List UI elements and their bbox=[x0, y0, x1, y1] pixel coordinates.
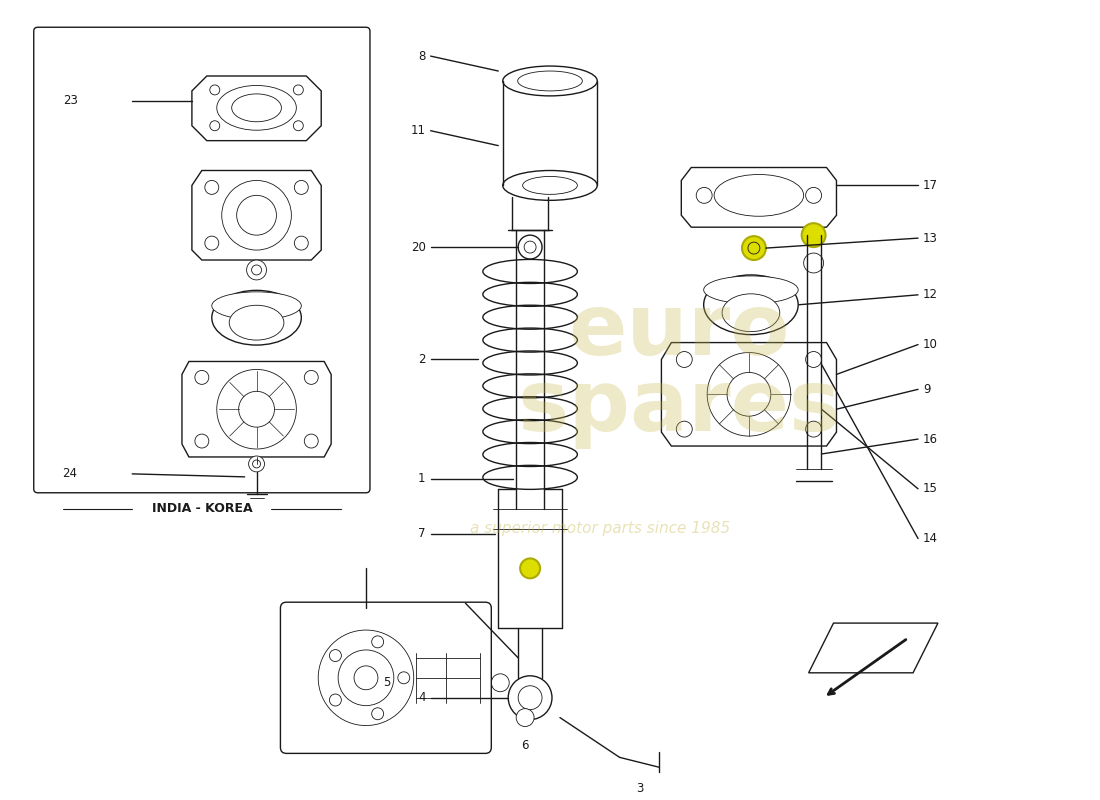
Circle shape bbox=[294, 121, 304, 130]
Circle shape bbox=[239, 391, 275, 427]
Circle shape bbox=[805, 421, 822, 437]
Circle shape bbox=[253, 460, 261, 468]
Ellipse shape bbox=[704, 275, 799, 334]
Circle shape bbox=[518, 235, 542, 259]
Polygon shape bbox=[182, 362, 331, 457]
Circle shape bbox=[294, 85, 304, 95]
Circle shape bbox=[354, 666, 378, 690]
Polygon shape bbox=[191, 170, 321, 260]
Text: 14: 14 bbox=[923, 532, 938, 545]
Text: 2: 2 bbox=[418, 353, 426, 366]
Text: 1: 1 bbox=[418, 472, 426, 486]
Ellipse shape bbox=[212, 290, 301, 345]
Text: 23: 23 bbox=[63, 94, 77, 107]
Circle shape bbox=[518, 686, 542, 710]
Circle shape bbox=[748, 242, 760, 254]
Ellipse shape bbox=[518, 71, 582, 91]
Circle shape bbox=[295, 181, 308, 194]
Text: 17: 17 bbox=[923, 179, 938, 192]
FancyBboxPatch shape bbox=[34, 27, 370, 493]
Text: 3: 3 bbox=[636, 782, 644, 795]
Circle shape bbox=[210, 121, 220, 130]
Circle shape bbox=[802, 223, 825, 247]
Circle shape bbox=[492, 674, 509, 692]
Text: 12: 12 bbox=[923, 288, 938, 302]
Circle shape bbox=[195, 434, 209, 448]
Text: 13: 13 bbox=[923, 232, 938, 245]
Circle shape bbox=[305, 370, 318, 384]
Text: 15: 15 bbox=[923, 482, 938, 495]
Text: 5: 5 bbox=[384, 676, 390, 690]
Circle shape bbox=[210, 85, 220, 95]
Circle shape bbox=[520, 558, 540, 578]
Text: 8: 8 bbox=[418, 50, 426, 62]
Circle shape bbox=[249, 456, 264, 472]
Circle shape bbox=[222, 181, 292, 250]
Circle shape bbox=[696, 187, 712, 203]
Polygon shape bbox=[808, 623, 938, 673]
Circle shape bbox=[742, 236, 766, 260]
Circle shape bbox=[805, 187, 822, 203]
Circle shape bbox=[305, 434, 318, 448]
Ellipse shape bbox=[229, 306, 284, 340]
Circle shape bbox=[252, 265, 262, 275]
Ellipse shape bbox=[217, 86, 296, 130]
Ellipse shape bbox=[503, 66, 597, 96]
Circle shape bbox=[329, 694, 341, 706]
Text: 7: 7 bbox=[418, 527, 426, 540]
Circle shape bbox=[372, 708, 384, 720]
Text: 6: 6 bbox=[521, 739, 529, 753]
Circle shape bbox=[676, 351, 692, 367]
Circle shape bbox=[246, 260, 266, 280]
Circle shape bbox=[338, 650, 394, 706]
Circle shape bbox=[329, 650, 341, 662]
Ellipse shape bbox=[722, 294, 780, 332]
Text: euro
spares: euro spares bbox=[518, 290, 842, 449]
Text: 10: 10 bbox=[923, 338, 938, 351]
Text: INDIA - KOREA: INDIA - KOREA bbox=[152, 502, 252, 515]
Polygon shape bbox=[681, 167, 836, 227]
Polygon shape bbox=[191, 76, 321, 141]
Circle shape bbox=[217, 370, 296, 449]
Circle shape bbox=[205, 181, 219, 194]
Circle shape bbox=[195, 370, 209, 384]
Circle shape bbox=[205, 236, 219, 250]
Circle shape bbox=[516, 709, 535, 726]
Circle shape bbox=[372, 636, 384, 648]
Text: 11: 11 bbox=[410, 124, 426, 138]
Circle shape bbox=[707, 353, 791, 436]
Circle shape bbox=[804, 253, 824, 273]
Text: 20: 20 bbox=[410, 241, 426, 254]
Circle shape bbox=[524, 241, 536, 253]
Text: 4: 4 bbox=[418, 691, 426, 704]
Circle shape bbox=[676, 421, 692, 437]
Circle shape bbox=[508, 676, 552, 719]
Ellipse shape bbox=[522, 177, 578, 194]
Polygon shape bbox=[661, 342, 836, 446]
Circle shape bbox=[398, 672, 409, 684]
Text: 9: 9 bbox=[923, 383, 931, 396]
Circle shape bbox=[805, 351, 822, 367]
Circle shape bbox=[727, 373, 771, 416]
Circle shape bbox=[295, 236, 308, 250]
Text: 16: 16 bbox=[923, 433, 938, 446]
Circle shape bbox=[236, 195, 276, 235]
Ellipse shape bbox=[503, 170, 597, 200]
Ellipse shape bbox=[232, 94, 282, 122]
Ellipse shape bbox=[212, 292, 301, 320]
Circle shape bbox=[318, 630, 414, 726]
Text: a superior motor parts since 1985: a superior motor parts since 1985 bbox=[470, 521, 730, 536]
Ellipse shape bbox=[714, 174, 804, 216]
Ellipse shape bbox=[704, 276, 799, 304]
Text: 24: 24 bbox=[63, 467, 77, 480]
FancyBboxPatch shape bbox=[280, 602, 492, 754]
